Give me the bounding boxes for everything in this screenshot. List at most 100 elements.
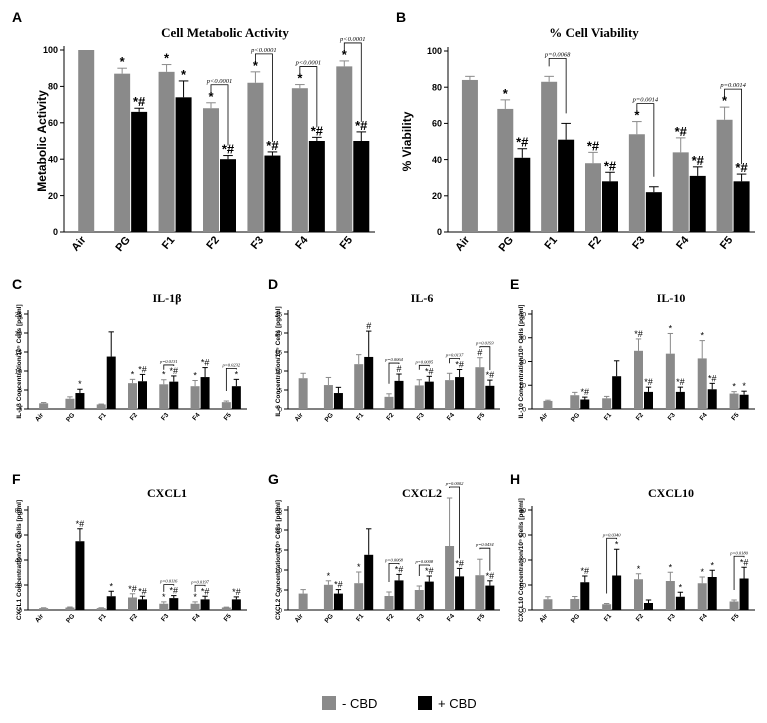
y-tick-label: 40 — [432, 155, 442, 165]
significance-bracket — [479, 547, 491, 571]
x-tick-label: F3 — [160, 612, 170, 623]
bar-minus-cbd-f2 — [384, 596, 394, 610]
y-tick-label: 20 — [275, 527, 283, 534]
bar-plus-cbd-f3 — [424, 381, 434, 409]
significance-mark: # — [477, 348, 482, 358]
p-value-annotation: p=0.0131 — [159, 359, 178, 364]
panel-letter: H — [510, 471, 520, 487]
x-tick-label: F1 — [355, 411, 365, 422]
bar-plus-cbd-f1 — [612, 575, 622, 610]
panel-letter: A — [12, 9, 22, 25]
y-tick-label: 40 — [519, 507, 527, 514]
p-value-annotation: p=0.0193 — [475, 341, 494, 346]
significance-mark: * — [164, 51, 170, 66]
x-tick-label: F2 — [385, 612, 395, 623]
significance-mark: * — [634, 108, 640, 123]
x-tick-label: F3 — [667, 411, 677, 422]
significance-bracket — [449, 358, 460, 364]
significance-bracket — [388, 563, 400, 582]
chart-title: IL-6 — [411, 291, 434, 305]
x-tick-label: Air — [538, 612, 549, 624]
x-tick-label: F3 — [249, 234, 266, 252]
bar-minus-cbd-air — [461, 79, 478, 233]
significance-mark: * — [679, 582, 683, 592]
y-axis-label: Metabolic Activity — [35, 90, 49, 192]
p-value-annotation: p<0.0001 — [250, 47, 277, 54]
x-tick-label: F1 — [603, 612, 613, 623]
bar-minus-cbd-f1 — [96, 404, 106, 409]
p-value-annotation: p<0.0001 — [295, 60, 322, 67]
p-value-annotation: p=0.0002 — [445, 481, 464, 486]
bar-plus-cbd-f2 — [644, 603, 653, 610]
significance-mark: * — [700, 331, 704, 341]
x-tick-label: F4 — [446, 411, 456, 422]
bar-minus-cbd-f4 — [672, 152, 689, 232]
p-value-annotation: p=0.0340 — [602, 532, 621, 537]
p-value-annotation: p=0.0068 — [384, 557, 403, 562]
significance-bracket — [733, 555, 745, 590]
bar-plus-cbd-f4 — [689, 175, 706, 232]
x-tick-label: Air — [34, 411, 45, 423]
x-tick-label: F3 — [667, 612, 677, 623]
bar-plus-cbd-f5 — [739, 578, 749, 610]
y-axis-label: CXCL1 Concentration/10⁴ Cells [pg/ml] — [16, 500, 23, 620]
bar-plus-cbd-f2 — [138, 599, 147, 610]
significance-mark: * — [669, 562, 673, 572]
panel-letter: D — [268, 276, 278, 292]
legend-swatch — [418, 696, 432, 710]
bar-plus-cbd-f5 — [739, 394, 749, 409]
significance-bracket — [210, 84, 229, 146]
p-value-annotation: p=0.0008 — [414, 559, 433, 564]
p-value-annotation: p<0.0001 — [339, 36, 366, 43]
significance-mark: * — [327, 571, 331, 581]
bar-minus-cbd-f4 — [697, 358, 707, 409]
x-tick-label: F5 — [730, 612, 740, 623]
bar-minus-cbd-f5 — [475, 367, 485, 409]
y-tick-label: 0 — [522, 607, 526, 614]
significance-mark: *# — [425, 566, 434, 576]
y-tick-label: 15 — [15, 349, 23, 356]
y-tick-label: 20 — [519, 557, 527, 564]
bar-minus-cbd-f5 — [336, 66, 353, 232]
bar-minus-cbd-f4 — [445, 546, 455, 610]
bar-minus-cbd-pg — [570, 599, 580, 610]
significance-mark: * — [732, 382, 736, 392]
y-tick-label: 60 — [15, 532, 23, 539]
y-tick-label: 60 — [432, 119, 442, 129]
bar-minus-cbd-f3 — [414, 590, 424, 610]
y-tick-label: 15 — [275, 547, 283, 554]
y-tick-label: 40 — [48, 154, 58, 164]
significance-mark: *# — [581, 387, 590, 397]
significance-mark: * — [78, 379, 82, 389]
significance-mark: * — [162, 592, 166, 602]
panel-g: G CXCL2 CXCL2 Concentration/10⁵ Cells [pg/… — [268, 471, 500, 624]
significance-bracket — [479, 346, 491, 371]
bar-plus-cbd-pg — [75, 541, 85, 610]
chart-title: Cell Metabolic Activity — [161, 25, 289, 40]
bar-minus-cbd-pg — [65, 398, 75, 409]
significance-mark: *# — [676, 377, 685, 387]
bar-minus-cbd-f2 — [634, 350, 643, 409]
bar-plus-cbd-pg — [514, 157, 531, 232]
bar-plus-cbd-f3 — [169, 598, 179, 610]
x-tick-label: PG — [570, 412, 581, 424]
bar-plus-cbd-f1 — [612, 376, 622, 409]
panel-a: A Cell Metabolic Activity Metabolic Activi… — [12, 9, 375, 254]
panel-letter: F — [12, 471, 21, 487]
significance-mark: # — [396, 364, 401, 374]
p-value-annotation: p=0.0064 — [384, 357, 403, 362]
x-tick-label: F1 — [98, 612, 108, 623]
bar-plus-cbd-f4 — [707, 389, 717, 409]
chart-title: IL-1β — [153, 291, 182, 305]
significance-mark: *# — [311, 123, 324, 138]
bar-plus-cbd-pg — [333, 593, 343, 610]
significance-mark: * — [181, 67, 187, 82]
y-tick-label: 5 — [278, 387, 282, 394]
y-tick-label: 5 — [278, 587, 282, 594]
significance-mark: * — [615, 539, 619, 549]
y-tick-label: 0 — [522, 406, 526, 413]
y-tick-label: 0 — [437, 227, 442, 237]
bar-plus-cbd-f1 — [106, 356, 116, 409]
significance-mark: *# — [675, 124, 688, 139]
